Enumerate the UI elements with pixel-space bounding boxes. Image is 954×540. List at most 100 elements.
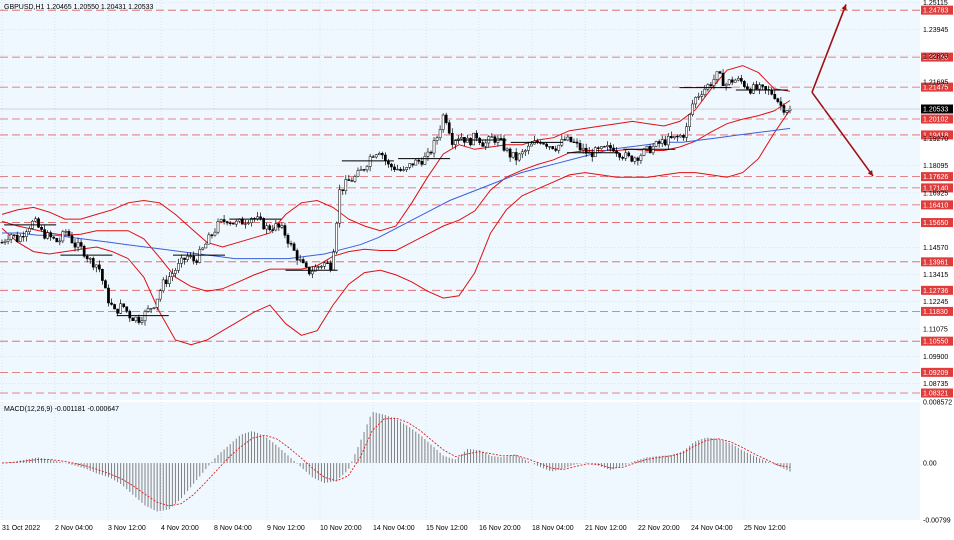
candle-body [171, 273, 174, 277]
level-label-bg [921, 388, 953, 398]
candle-body [9, 234, 13, 240]
candle-body [581, 147, 585, 151]
candle-body [250, 218, 253, 224]
candle-body [101, 269, 104, 281]
candle-body [247, 222, 250, 224]
candle-body [749, 88, 752, 94]
candle-body [213, 231, 217, 236]
candle-body [365, 166, 369, 171]
candle-body [523, 150, 527, 153]
candle-body [195, 260, 199, 263]
time-tick-label: 31 Oct 2022 [2, 525, 40, 532]
time-tick-label: 10 Nov 20:00 [320, 525, 362, 532]
candle-body [174, 270, 177, 274]
candle-body [122, 303, 126, 307]
level-label: 1.15650 [923, 220, 948, 227]
arrow-down-head [867, 170, 873, 177]
candle-body [332, 251, 335, 271]
candle-body [326, 262, 329, 264]
candle-body [155, 298, 159, 308]
candle-body [286, 235, 290, 244]
candle-body [685, 126, 688, 138]
price-tick-label: 1.25115 [923, 0, 948, 7]
level-label-bg [921, 5, 953, 15]
candle-body [79, 242, 83, 247]
bollinger-bands [1, 65, 791, 346]
candle-body [85, 255, 89, 260]
candle-body [341, 189, 345, 191]
candle-body [639, 155, 643, 161]
candle-body [530, 143, 533, 147]
candle-body [152, 307, 156, 309]
candle-body [277, 223, 281, 228]
candle-body [712, 79, 716, 86]
candle-body [304, 262, 308, 268]
candle-body [298, 259, 302, 261]
candle-body [335, 222, 339, 253]
candle-body [469, 137, 472, 146]
candle-body [177, 263, 180, 271]
time-tick-label: 16 Nov 20:00 [479, 525, 521, 532]
level-label: 1.08321 [923, 391, 948, 398]
price-panel-background[interactable] [0, 0, 920, 400]
candle-body [344, 179, 348, 191]
price-tick-label: 1.21695 [923, 79, 948, 86]
candle-body [694, 97, 698, 105]
candle-body [317, 266, 320, 268]
candle-body [55, 238, 59, 243]
candle-body [627, 152, 631, 157]
candle-body [107, 287, 110, 304]
level-label: 1.17140 [923, 185, 948, 192]
candle-body [116, 308, 119, 314]
candle-body [58, 240, 62, 243]
candle-body [526, 145, 530, 151]
candle-body [420, 161, 424, 165]
level-label: 1.09209 [923, 370, 948, 377]
macd-panel-background[interactable] [0, 402, 920, 520]
candle-body [405, 167, 408, 170]
price-tick-label: 1.13415 [923, 272, 948, 279]
candle-body [606, 145, 609, 147]
candle-body [70, 235, 74, 244]
candle-body [225, 221, 229, 224]
bollinger-upper [1, 65, 791, 248]
candle-body [636, 157, 640, 161]
candle-body [730, 79, 734, 83]
candle-body [289, 243, 293, 245]
candle-body [310, 270, 314, 275]
macd-tick-label: 0.00 [923, 461, 937, 468]
level-label-bg [921, 52, 953, 62]
arrow-up-head [841, 4, 847, 11]
candle-body [180, 257, 183, 264]
candle-body [408, 163, 412, 168]
candle-body [158, 290, 162, 300]
candle-body [24, 231, 28, 237]
candle-body [727, 79, 731, 85]
candle-body [505, 148, 509, 151]
level-label: 1.19418 [923, 132, 948, 139]
candle-body [755, 84, 758, 90]
candle-body [660, 139, 664, 144]
candle-body [475, 132, 478, 139]
candle-body [393, 166, 396, 170]
candle-body [575, 141, 579, 144]
candle-body [642, 148, 646, 156]
level-label: 1.13961 [923, 259, 948, 266]
candle-body [697, 96, 701, 98]
candle-body [460, 137, 463, 140]
level-label: 1.17626 [923, 174, 948, 181]
time-axis: 31 Oct 2022 2 Nov 04:00 3 Nov 12:00 4 Nov 2… [2, 525, 786, 532]
candle-body [508, 148, 512, 158]
price-tick-label: 1.08735 [923, 381, 948, 388]
price-tick-label: 1.16925 [923, 190, 948, 197]
candle-body [718, 71, 722, 74]
level-label: 1.21475 [923, 85, 948, 92]
price-tick-label: 1.22820 [923, 53, 948, 60]
candle-body [603, 146, 606, 148]
candle-body [773, 94, 777, 99]
current-price-bg [921, 104, 953, 114]
candle-body [46, 232, 49, 239]
candle-body [733, 79, 737, 83]
candle-body [43, 229, 46, 239]
time-tick-label: 2 Nov 04:00 [55, 525, 93, 532]
